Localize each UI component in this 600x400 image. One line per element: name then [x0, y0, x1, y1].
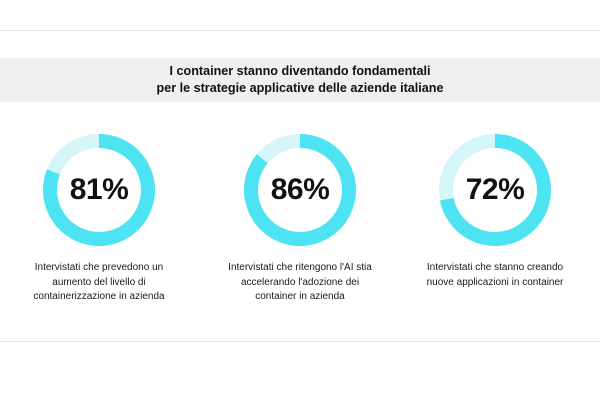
donut-arc	[244, 134, 356, 246]
title-line-1: I container stanno diventando fondamenta…	[169, 64, 431, 78]
title-line-2: per le strategie applicative delle azien…	[156, 81, 444, 95]
donut-chart-containerization: 81%	[41, 132, 157, 248]
stat-value: 86%	[270, 173, 330, 206]
caption-line: aumento del livello di	[52, 276, 146, 288]
caption-line: container in azienda	[255, 291, 345, 302]
bottom-divider	[0, 341, 600, 342]
donut-arc	[43, 134, 155, 246]
caption-line: nuove applicazioni in container	[426, 276, 564, 288]
donut-chart-new-applications: 72%	[437, 132, 553, 248]
stat-caption: Intervistati che stanno creando nuove ap…	[410, 261, 580, 290]
donut-chart-ai-adoption: 86%	[242, 132, 358, 248]
donut-svg	[244, 134, 356, 246]
caption-line: Intervistati che stanno creando	[426, 262, 564, 273]
top-divider	[0, 30, 600, 31]
caption-line: containerizzazione in azienda	[33, 291, 165, 302]
donut-svg	[43, 134, 155, 246]
stat-value: 72%	[465, 173, 525, 206]
donut-svg	[439, 134, 551, 246]
caption-line: Intervistati che prevedono un	[34, 262, 164, 273]
stat-value: 81%	[69, 173, 129, 206]
page-title: I container stanno diventando fondamenta…	[0, 63, 600, 97]
caption-line: Intervistati che ritengono l'AI stia	[228, 262, 372, 273]
caption-line: accelerando l'adozione dei	[240, 276, 360, 288]
title-band	[0, 58, 600, 102]
stat-caption: Intervistati che ritengono l'AI stia acc…	[215, 261, 385, 305]
stat-caption: Intervistati che prevedono un aumento de…	[14, 261, 184, 305]
donut-arc	[439, 134, 551, 246]
